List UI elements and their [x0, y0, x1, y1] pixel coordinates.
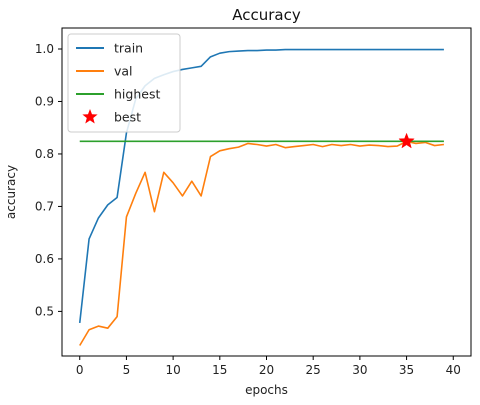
axis-ticks: 0 5 10 15 20 25 30 35 40 0.5 0.6 0.7 0.8 0.9 1.0 — [35, 42, 461, 377]
series-line-val — [79, 140, 445, 346]
x-tick-label: 5 — [123, 363, 131, 377]
legend-label-train: train — [114, 41, 143, 56]
x-tick-label: 40 — [446, 363, 461, 377]
y-tick-label: 0.5 — [35, 304, 54, 318]
x-axis-label: epochs — [245, 383, 288, 397]
y-tick-label: 0.9 — [35, 94, 54, 108]
x-tick-label: 35 — [399, 363, 414, 377]
data-markers — [398, 132, 415, 149]
y-tick-label: 0.7 — [35, 199, 54, 213]
legend-label-highest: highest — [114, 87, 160, 102]
marker-best-star — [398, 132, 415, 149]
legend: train val highest best — [67, 33, 181, 133]
x-tick-label: 10 — [165, 363, 180, 377]
y-tick-label: 1.0 — [35, 42, 54, 56]
legend-swatch-best-star — [82, 109, 98, 124]
x-tick-label: 15 — [212, 363, 227, 377]
x-tick-label: 20 — [259, 363, 274, 377]
legend-label-best: best — [114, 110, 141, 125]
legend-label-val: val — [114, 64, 133, 79]
chart-title: Accuracy — [232, 6, 301, 24]
x-tick-label: 25 — [306, 363, 321, 377]
y-tick-label: 0.8 — [35, 147, 54, 161]
y-axis-label: accuracy — [4, 165, 18, 219]
legend-box — [67, 33, 181, 133]
y-tick-label: 0.6 — [35, 252, 54, 266]
x-tick-label: 30 — [352, 363, 367, 377]
x-tick-label: 0 — [76, 363, 84, 377]
